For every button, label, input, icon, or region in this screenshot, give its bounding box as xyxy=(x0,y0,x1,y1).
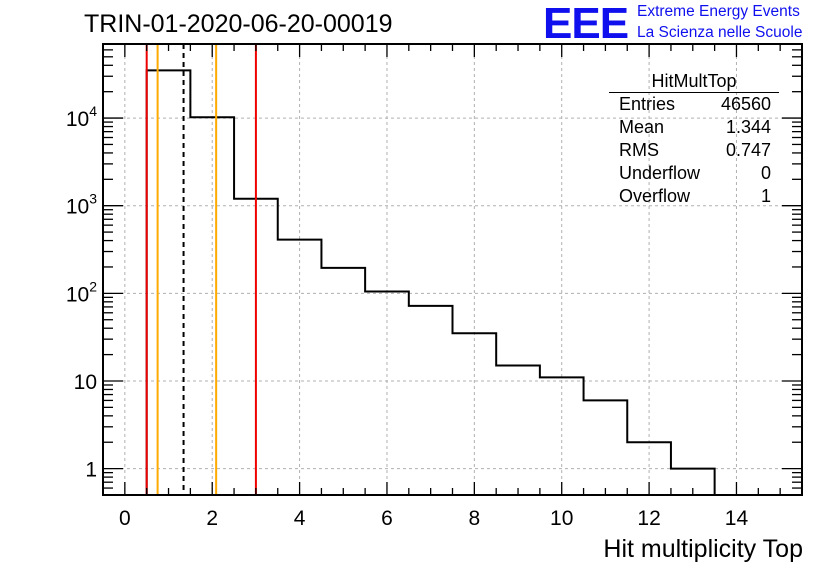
stats-label: Mean xyxy=(619,117,665,137)
y-tick-label: 10 xyxy=(74,371,97,394)
x-tick-label: 8 xyxy=(469,507,481,530)
x-tick-label: 10 xyxy=(550,507,573,530)
histogram-bin xyxy=(190,117,234,495)
logo-line-1: Extreme Energy Events xyxy=(637,3,800,20)
x-tick-label: 14 xyxy=(725,507,749,530)
stats-value: 1 xyxy=(760,186,771,206)
stats-row-underflow: Underflow 0 xyxy=(609,162,779,185)
stats-value: 0.747 xyxy=(725,140,771,160)
y-tick-label: 104 xyxy=(66,103,97,131)
x-tick-label: 4 xyxy=(294,507,306,530)
y-tick-label: 103 xyxy=(66,191,97,219)
x-tick-label: 12 xyxy=(637,507,660,530)
eee-logo: EEE xyxy=(543,0,629,48)
histogram-bin xyxy=(409,306,453,495)
stats-value: 46560 xyxy=(720,94,771,114)
stats-value: 1.344 xyxy=(725,117,771,137)
stats-row-entries: Entries 46560 xyxy=(609,93,779,116)
histogram-bin xyxy=(584,400,628,495)
x-tick-label: 0 xyxy=(119,507,131,530)
x-axis-label: Hit multiplicity Top xyxy=(603,535,803,563)
y-tick-label: 1 xyxy=(85,459,97,482)
stats-box: HitMultTop Entries 46560 Mean 1.344 RMS … xyxy=(609,70,779,208)
stats-value: 0 xyxy=(760,163,771,183)
histogram-bin xyxy=(496,366,540,495)
logo-line-2: La Scienza nelle Scuole xyxy=(637,24,803,41)
stats-label: Overflow xyxy=(619,186,691,206)
stats-row-overflow: Overflow 1 xyxy=(609,185,779,208)
histogram-bin xyxy=(278,240,322,495)
x-tick-label: 2 xyxy=(206,507,218,530)
chart-title: TRIN-01-2020-06-20-00019 xyxy=(84,10,393,38)
stats-label: Underflow xyxy=(619,163,701,183)
stats-label: RMS xyxy=(619,140,659,160)
stats-row-rms: RMS 0.747 xyxy=(609,139,779,162)
histogram-outline xyxy=(145,69,716,495)
stats-row-mean: Mean 1.344 xyxy=(609,116,779,139)
stats-label: Entries xyxy=(619,94,676,114)
x-tick-label: 6 xyxy=(381,507,393,530)
stats-box-title: HitMultTop xyxy=(609,70,779,93)
y-tick-label: 102 xyxy=(66,278,97,306)
